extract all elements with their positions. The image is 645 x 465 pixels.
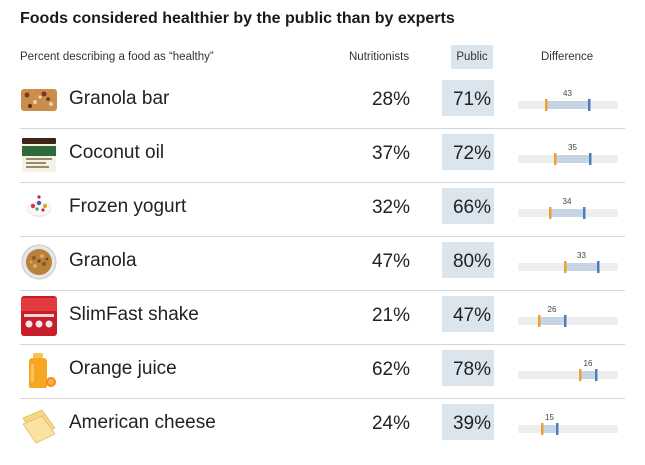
public-value: 39%	[452, 413, 491, 434]
food-name: Frozen yogurt	[69, 196, 187, 217]
nutritionists-value: 37%	[371, 143, 410, 164]
difference-gap	[546, 101, 589, 109]
difference-label: 26	[548, 305, 557, 314]
public-value: 80%	[452, 251, 491, 272]
public-value: 66%	[452, 197, 491, 218]
public-value: 71%	[452, 89, 491, 110]
column-header-nutritionists: Nutritionists	[349, 51, 410, 63]
public-marker	[589, 153, 592, 165]
difference-gap	[542, 425, 557, 433]
public-marker	[564, 315, 567, 327]
nutritionists-value: 47%	[371, 251, 410, 272]
difference-bar: 34	[518, 197, 618, 219]
difference-gap	[539, 317, 565, 325]
public-marker	[597, 261, 600, 273]
difference-bar: 43	[518, 89, 618, 111]
chart-title: Foods considered healthier by the public…	[20, 10, 455, 27]
food-name: American cheese	[69, 412, 216, 433]
difference-label: 33	[577, 251, 586, 260]
food-name: Granola bar	[69, 88, 170, 109]
table-row: SlimFast shake 21% 47% 26	[20, 291, 625, 345]
public-cell-highlight	[442, 242, 494, 278]
table-row: Frozen yogurt 32% 66% 34	[20, 183, 625, 237]
difference-gap	[550, 209, 584, 217]
difference-gap	[555, 155, 590, 163]
table-row: American cheese 24% 39% 15	[20, 399, 625, 453]
public-cell-highlight	[442, 404, 494, 440]
public-cell-highlight	[442, 350, 494, 386]
coconut-oil-jar-icon	[20, 134, 58, 174]
nutritionists-marker	[554, 153, 557, 165]
cheese-slices-icon	[20, 404, 58, 444]
difference-label: 16	[584, 359, 593, 368]
column-header-label: Percent describing a food as “healthy”	[20, 51, 214, 63]
column-header-difference: Difference	[541, 51, 594, 63]
difference-gap	[580, 371, 596, 379]
nutritionists-value: 62%	[371, 359, 410, 380]
nutritionists-marker	[564, 261, 567, 273]
public-value: 78%	[452, 359, 491, 380]
nutritionists-marker	[545, 99, 548, 111]
food-name: Granola	[69, 250, 137, 271]
difference-track	[518, 371, 618, 379]
nutritionists-marker	[579, 369, 582, 381]
public-cell-highlight	[442, 134, 494, 170]
public-marker	[595, 369, 598, 381]
public-value: 47%	[452, 305, 491, 326]
column-header-public: Public	[451, 45, 493, 69]
public-cell-highlight	[442, 188, 494, 224]
difference-label: 34	[563, 197, 572, 206]
difference-bar: 26	[518, 305, 618, 327]
nutritionists-value: 21%	[371, 305, 410, 326]
difference-bar: 33	[518, 251, 618, 273]
table-row: Coconut oil 37% 72% 35	[20, 129, 625, 183]
difference-label: 15	[545, 413, 554, 422]
food-name: Orange juice	[69, 358, 177, 379]
difference-bar: 35	[518, 143, 618, 165]
public-marker	[556, 423, 559, 435]
difference-track	[518, 317, 618, 325]
nutritionists-marker	[538, 315, 541, 327]
nutritionists-value: 28%	[371, 89, 410, 110]
public-cell-highlight	[442, 296, 494, 332]
difference-track	[518, 425, 618, 433]
public-marker	[583, 207, 586, 219]
nutritionists-marker	[549, 207, 552, 219]
public-marker	[588, 99, 591, 111]
orange-juice-icon	[20, 350, 58, 390]
difference-bar: 15	[518, 413, 618, 435]
public-cell-highlight	[442, 80, 494, 116]
slimfast-can-icon	[20, 296, 58, 336]
frozen-yogurt-icon	[20, 188, 58, 228]
table-row: Granola bar 28% 71% 43	[20, 75, 625, 129]
food-name: SlimFast shake	[69, 304, 199, 325]
difference-bar: 16	[518, 359, 618, 381]
nutritionists-marker	[541, 423, 544, 435]
public-value: 72%	[452, 143, 491, 164]
nutritionists-value: 32%	[371, 197, 410, 218]
difference-gap	[565, 263, 598, 271]
food-name: Coconut oil	[69, 142, 165, 163]
granola-bar-icon	[20, 80, 58, 120]
difference-label: 43	[563, 89, 572, 98]
nutritionists-value: 24%	[371, 413, 410, 434]
table-row: Orange juice 62% 78% 16	[20, 345, 625, 399]
difference-label: 35	[568, 143, 577, 152]
table-row: Granola 47% 80% 33	[20, 237, 625, 291]
granola-bowl-icon	[20, 242, 58, 282]
